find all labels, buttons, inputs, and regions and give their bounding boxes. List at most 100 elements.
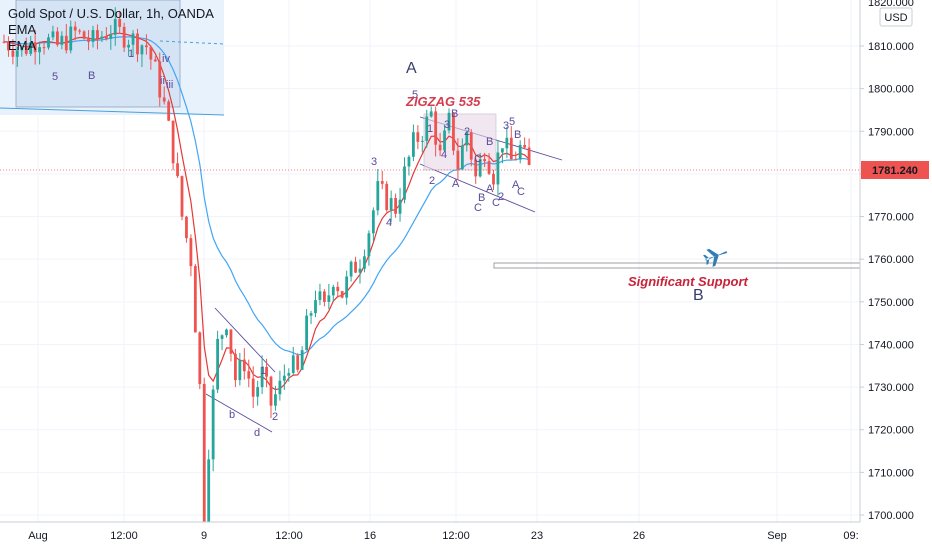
candle-body	[394, 198, 397, 214]
candle-body	[211, 389, 215, 460]
candle-body	[220, 335, 224, 339]
candle-body	[140, 45, 144, 55]
symbol-title[interactable]: Gold Spot / U.S. Dollar, 1h, OANDA	[8, 6, 214, 21]
candle-body	[96, 30, 99, 39]
wave-label: 3	[444, 119, 450, 131]
ema-slow-line	[3, 36, 530, 356]
wave-label: 5	[509, 116, 515, 128]
time-axis-bg[interactable]	[0, 522, 932, 550]
candle-body	[202, 383, 206, 526]
x-tick-label: 12:00	[442, 530, 470, 542]
wave-label: 2	[272, 411, 278, 423]
wave-label: B	[486, 136, 493, 148]
candle-body	[247, 371, 251, 379]
wave-label: 1	[427, 123, 433, 135]
currency-badge-text: USD	[884, 12, 907, 24]
candle-body	[398, 199, 402, 214]
candle-body	[300, 350, 304, 370]
candle-body	[438, 144, 442, 151]
candle-body	[122, 26, 126, 48]
candle-body	[109, 34, 113, 39]
wave-label: 1	[128, 48, 134, 60]
wave-label: 4	[441, 149, 447, 161]
y-tick-label: 1730.000	[868, 382, 914, 394]
wave-label: b	[229, 409, 235, 421]
wave-label: 4	[386, 217, 392, 229]
candle-body	[207, 459, 211, 526]
candle-body	[20, 46, 24, 51]
wave-label: C	[474, 202, 482, 214]
candle-body	[256, 387, 260, 397]
candle-body	[149, 47, 153, 60]
candle-body	[376, 181, 380, 211]
candle-body	[349, 261, 353, 277]
candle-body	[56, 31, 59, 45]
time-axis-ticks: Aug 12:00 9 12:00 16 12:00 23 26 Sep 09:	[28, 530, 858, 542]
candle-body	[478, 159, 482, 177]
candle-body	[265, 366, 268, 377]
candle-body	[238, 359, 242, 381]
candle-body	[434, 111, 438, 145]
candle-body	[29, 42, 33, 54]
candle-body	[87, 38, 90, 42]
ema-slow-legend[interactable]: EMA	[8, 38, 37, 53]
candle-body	[2, 41, 6, 43]
x-tick-label: 16	[364, 530, 376, 542]
candle-body	[229, 329, 233, 354]
candle-body	[60, 35, 64, 45]
candle-body	[104, 36, 108, 39]
candle-body	[38, 47, 41, 53]
price-axis-bg[interactable]	[860, 0, 932, 522]
wave-label: B	[514, 129, 521, 141]
candle-body	[167, 101, 171, 121]
airplane-icon[interactable]	[702, 243, 731, 268]
x-tick-label: 23	[531, 530, 543, 542]
candle-body	[416, 132, 420, 142]
candle-body	[318, 291, 322, 301]
support-zone[interactable]	[493, 262, 861, 269]
candle-body	[82, 31, 86, 39]
candle-body	[131, 33, 135, 45]
candle-body	[180, 176, 184, 217]
wave-label: iii	[166, 79, 173, 91]
candle-body	[465, 132, 469, 146]
candle-body	[412, 132, 415, 157]
wave-label: 2	[498, 191, 504, 203]
grid-lines	[0, 0, 860, 522]
wave-label: B	[451, 108, 458, 120]
candle-body	[193, 266, 197, 333]
candle-body	[118, 19, 122, 27]
candle-body	[447, 112, 451, 131]
y-tick-label: 1770.000	[868, 212, 914, 224]
candle-body	[460, 145, 464, 170]
candle-body	[509, 137, 513, 160]
candle-body	[73, 26, 77, 31]
candle-body	[64, 35, 68, 51]
y-tick-label: 1750.000	[868, 297, 914, 309]
candle-body	[171, 120, 175, 164]
ema-fast-legend[interactable]: EMA	[8, 22, 37, 37]
candle-body	[518, 144, 522, 160]
candle-body	[162, 97, 166, 102]
candle-body	[469, 132, 473, 160]
candle-body	[305, 315, 308, 351]
wave-label: 2	[429, 175, 435, 187]
x-tick-label: 12:00	[275, 530, 303, 542]
wave-label: A	[486, 183, 494, 195]
candle-body	[389, 198, 393, 211]
x-tick-label: 09:	[843, 530, 858, 542]
candle-body	[323, 291, 326, 302]
y-tick-label: 1790.000	[868, 126, 914, 138]
currency-badge[interactable]: USD	[879, 7, 913, 27]
chart-legend[interactable]: Gold Spot / U.S. Dollar, 1h, OANDA EMA E…	[8, 6, 214, 54]
candle-body	[260, 366, 264, 388]
candle-body	[371, 210, 375, 234]
x-tick-label: 9	[201, 530, 207, 542]
candle-body	[505, 137, 509, 149]
candle-body	[185, 216, 188, 239]
wave-label: 2	[464, 126, 470, 138]
candle-body	[514, 159, 518, 161]
candle-body	[496, 152, 500, 185]
candle-body	[483, 159, 486, 162]
